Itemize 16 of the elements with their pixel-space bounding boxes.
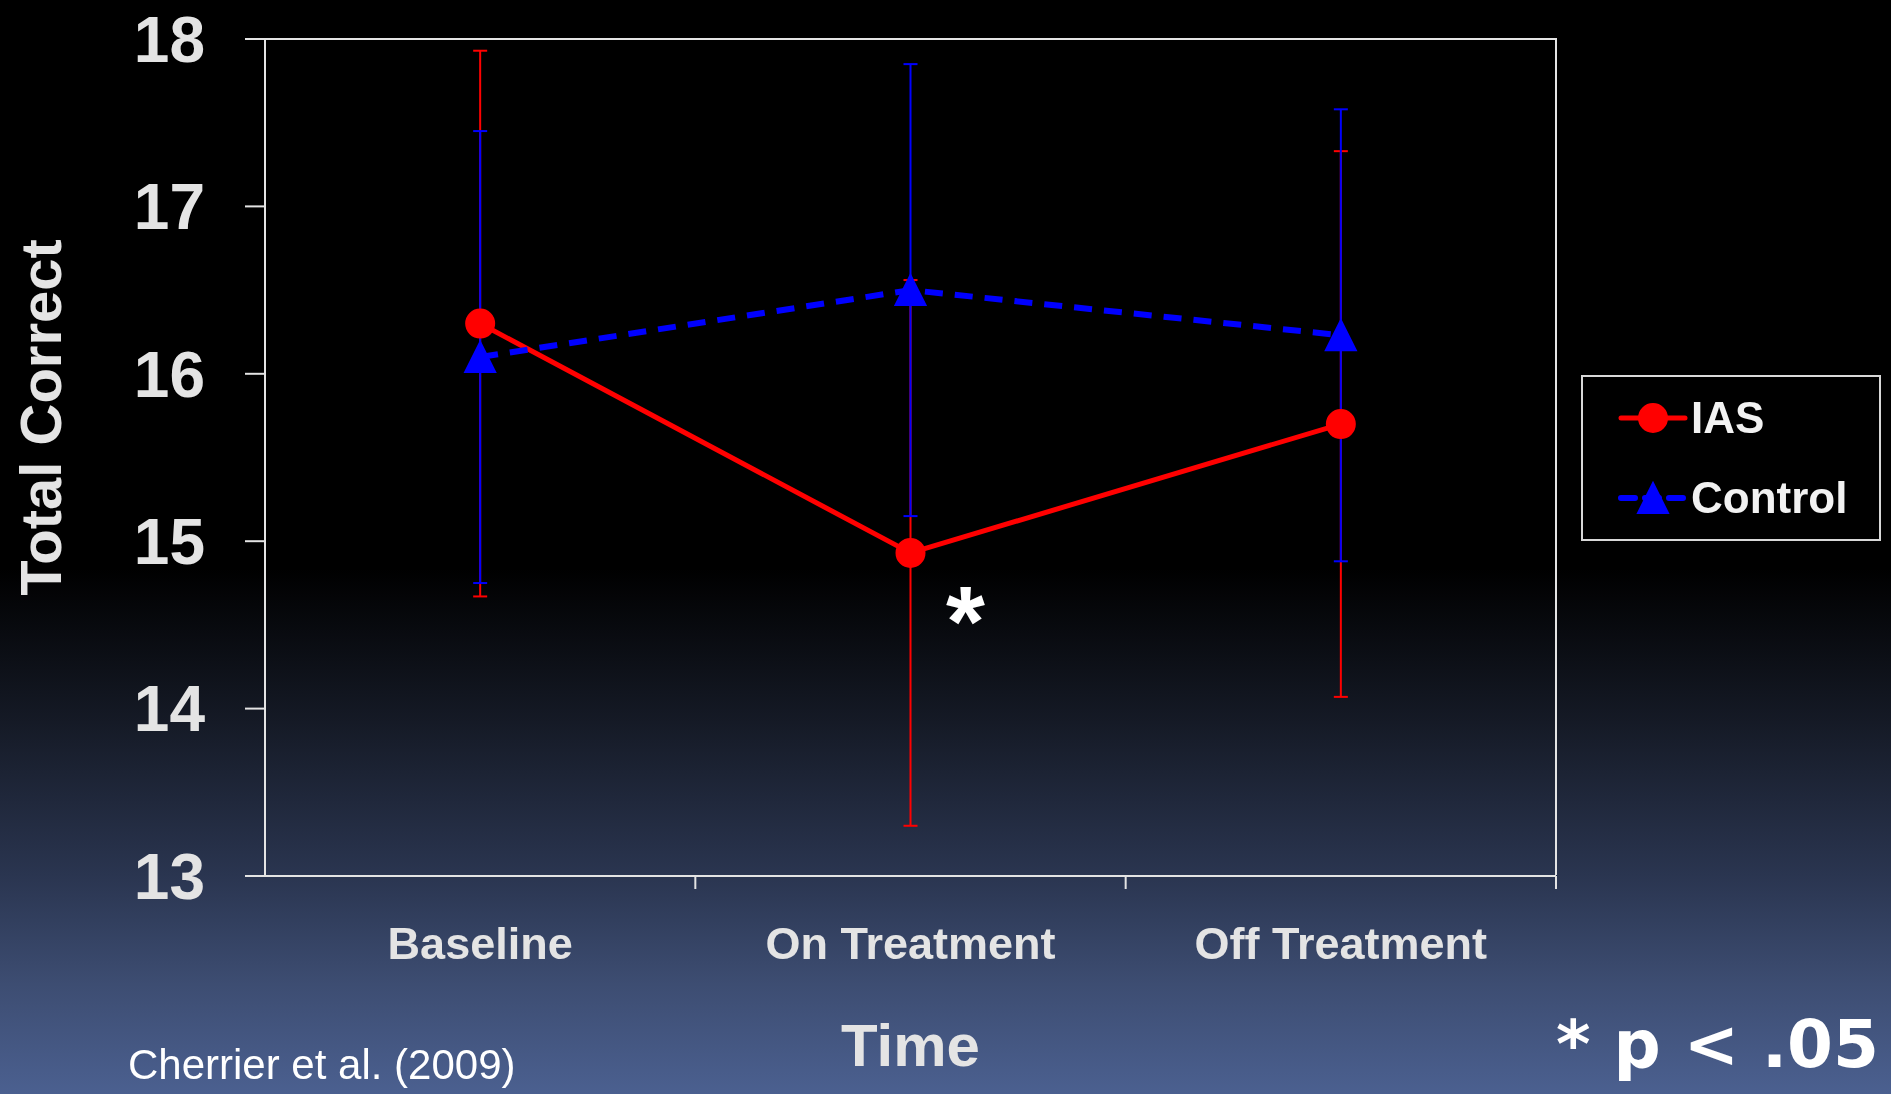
y-tick-label: 14 (133, 673, 206, 746)
x-axis-title: Time (841, 1011, 980, 1079)
text: * p < .05 (1556, 1006, 1879, 1084)
y-tick-label: 17 (133, 171, 205, 244)
y-axis-title: Total Correct (7, 239, 73, 596)
y-tick-label: 18 (133, 3, 205, 76)
legend-label: IAS (1691, 392, 1765, 443)
x-tick-label: Baseline (387, 917, 573, 969)
legend-label: Control (1691, 472, 1848, 523)
annotation: * (946, 565, 985, 677)
y-tick-label: 15 (133, 505, 205, 578)
y-tick-label: 16 (133, 338, 205, 411)
x-tick-label: On Treatment (765, 917, 1056, 969)
x-tick-label: Off Treatment (1194, 917, 1488, 969)
text: Cherrier et al. (2009) (128, 1040, 516, 1090)
y-tick-label: 13 (133, 840, 205, 913)
